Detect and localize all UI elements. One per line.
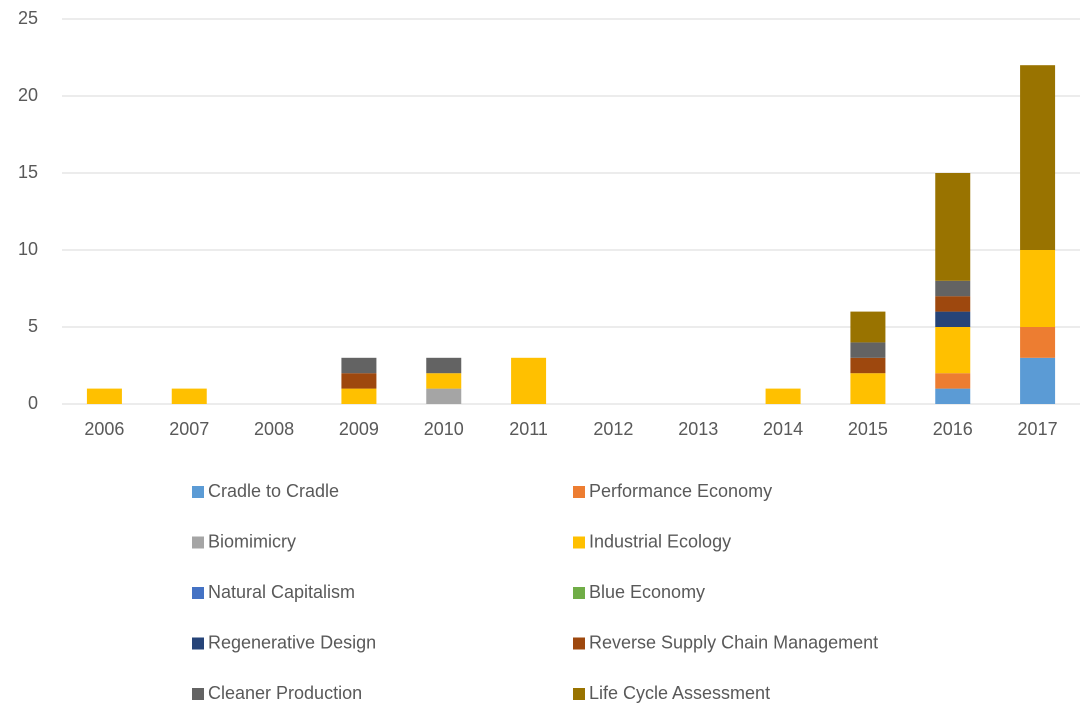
bar-segment <box>935 373 971 389</box>
legend-label: Performance Economy <box>589 481 772 501</box>
legend-swatch <box>192 587 204 599</box>
x-tick-label: 2014 <box>763 419 803 439</box>
bar-segment <box>1020 250 1056 327</box>
bar-segment <box>935 296 971 312</box>
y-tick-label: 5 <box>28 316 38 336</box>
legend-label: Blue Economy <box>589 582 705 602</box>
legend-swatch <box>573 536 585 549</box>
bar-segment <box>935 311 971 327</box>
x-tick-label: 2017 <box>1018 419 1058 439</box>
legend-swatch <box>192 637 204 650</box>
y-tick-label: 20 <box>18 85 38 105</box>
bar-segment <box>850 311 886 343</box>
bar-segment <box>426 388 462 404</box>
bar-segment <box>1020 327 1056 358</box>
y-tick-label: 15 <box>18 162 38 182</box>
bar-segment <box>86 388 122 404</box>
bar-segment <box>341 388 377 404</box>
bar-segment <box>511 357 547 404</box>
bar-segment <box>935 173 971 281</box>
legend-label: Reverse Supply Chain Management <box>589 632 878 652</box>
x-tick-label: 2015 <box>848 419 888 439</box>
legend-swatch <box>192 486 204 498</box>
x-tick-label: 2011 <box>509 419 548 439</box>
bar-segment <box>850 373 886 404</box>
bar-segment <box>426 357 462 374</box>
x-tick-label: 2016 <box>933 419 973 439</box>
bar-segment <box>426 373 462 389</box>
legend-swatch <box>573 637 585 650</box>
y-tick-label: 0 <box>28 393 38 413</box>
legend-label: Cradle to Cradle <box>208 481 339 501</box>
legend-label: Regenerative Design <box>208 632 376 652</box>
legend-label: Natural Capitalism <box>208 582 355 602</box>
bar-segment <box>1020 65 1056 250</box>
legend-swatch <box>573 688 585 700</box>
bar-segment <box>765 388 801 404</box>
y-tick-label: 25 <box>18 8 38 28</box>
x-tick-label: 2010 <box>424 419 464 439</box>
x-tick-label: 2012 <box>593 419 633 439</box>
legend-swatch <box>573 486 585 498</box>
y-tick-label: 10 <box>18 239 38 259</box>
bar-segment <box>935 280 971 297</box>
legend-label: Biomimicry <box>208 531 296 551</box>
bar-segment <box>1020 357 1056 404</box>
x-tick-label: 2007 <box>169 419 209 439</box>
bar-segment <box>935 327 971 374</box>
legend-label: Life Cycle Assessment <box>589 683 770 703</box>
legend-swatch <box>192 688 204 700</box>
bar-segment <box>935 388 971 404</box>
x-tick-label: 2006 <box>84 419 124 439</box>
legend-label: Cleaner Production <box>208 683 362 703</box>
legend-label: Industrial Ecology <box>589 531 731 551</box>
bar-segment <box>850 357 886 374</box>
bar-segment <box>171 388 207 404</box>
x-tick-label: 2008 <box>254 419 294 439</box>
legend-swatch <box>573 587 585 599</box>
x-tick-label: 2013 <box>678 419 718 439</box>
bar-segment <box>341 357 377 374</box>
bar-segment <box>850 342 886 358</box>
x-tick-label: 2009 <box>339 419 379 439</box>
legend-swatch <box>192 536 204 549</box>
bar-segment <box>341 373 377 389</box>
